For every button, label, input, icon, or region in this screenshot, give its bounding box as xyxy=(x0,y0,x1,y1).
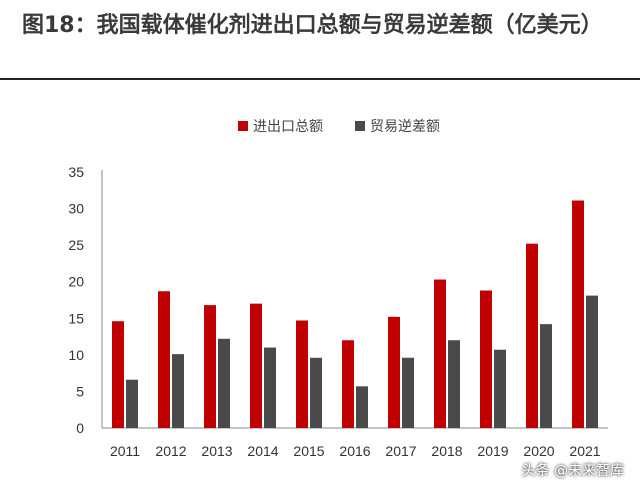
x-tick-label: 2018 xyxy=(431,443,462,459)
bar-series-1-2020 xyxy=(526,243,538,428)
y-tick-label: 15 xyxy=(68,310,84,326)
y-tick-label: 5 xyxy=(76,383,84,399)
y-tick-label: 0 xyxy=(76,420,84,436)
bar-series-1-2018 xyxy=(434,279,446,428)
bar-series-2-2012 xyxy=(172,354,184,428)
watermark: 头条 @未来智库 xyxy=(521,463,624,479)
bar-series-1-2019 xyxy=(480,290,492,428)
x-axis: 2011 2012 2013 2014 2015 2016 2017 2018 2019 2020… xyxy=(102,427,608,459)
legend-label-2: 贸易逆差额 xyxy=(370,119,440,135)
legend-swatch-1 xyxy=(238,121,248,131)
bar-series-2-2013 xyxy=(218,338,230,428)
x-tick-label: 2011 xyxy=(110,443,140,459)
y-tick-label: 20 xyxy=(68,274,84,290)
title-bar: 图18：我国载体催化剂进出口总额与贸易逆差额（亿美元） xyxy=(0,0,640,80)
x-tick-label: 2014 xyxy=(247,443,278,459)
bar-series-2-2018 xyxy=(448,340,460,428)
bar-series-2-2021 xyxy=(586,295,598,428)
bar-series-1-2016 xyxy=(342,340,354,428)
x-tick-label: 2019 xyxy=(477,443,508,459)
bar-series-1-2021 xyxy=(572,200,584,428)
legend: 进出口总额 贸易逆差额 xyxy=(238,119,440,135)
x-tick-label: 2015 xyxy=(293,443,324,459)
y-tick-label: 30 xyxy=(68,201,84,217)
y-tick-label: 10 xyxy=(68,347,84,363)
bar-series-1-2017 xyxy=(388,316,400,428)
page-title: 图18：我国载体催化剂进出口总额与贸易逆差额（亿美元） xyxy=(22,13,603,38)
x-tick-label: 2012 xyxy=(155,443,186,459)
bars xyxy=(112,200,598,428)
bar-series-1-2013 xyxy=(204,305,216,428)
bar-series-2-2020 xyxy=(540,324,552,428)
legend-swatch-2 xyxy=(355,121,365,131)
x-tick-label: 2017 xyxy=(385,443,416,459)
bar-series-1-2015 xyxy=(296,320,308,428)
bar-series-1-2012 xyxy=(158,291,170,428)
y-axis: 0 5 10 15 20 25 30 35 xyxy=(68,164,103,436)
x-tick-label: 2021 xyxy=(569,443,600,459)
bar-series-1-2014 xyxy=(250,303,262,428)
x-tick-label: 2016 xyxy=(339,443,370,459)
bar-series-2-2015 xyxy=(310,357,322,428)
y-tick-label: 25 xyxy=(68,237,84,253)
x-tick-label: 2013 xyxy=(201,443,232,459)
legend-label-1: 进出口总额 xyxy=(253,119,323,135)
bar-series-2-2014 xyxy=(264,347,276,428)
bar-series-1-2011 xyxy=(112,321,124,428)
bar-series-2-2019 xyxy=(494,349,506,428)
bar-series-2-2017 xyxy=(402,357,414,428)
y-tick-label: 35 xyxy=(68,164,84,180)
bar-series-2-2011 xyxy=(126,379,138,428)
bar-series-2-2016 xyxy=(356,386,368,428)
x-tick-label: 2020 xyxy=(523,443,554,459)
